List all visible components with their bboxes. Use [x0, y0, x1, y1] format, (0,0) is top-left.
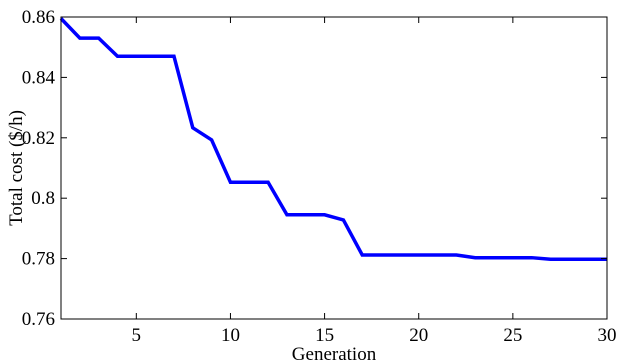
- y-tick-label: 0.8: [31, 188, 55, 209]
- x-tick-label: 10: [221, 325, 240, 346]
- plot-area: [59, 17, 607, 261]
- x-tick-label: 20: [409, 325, 428, 346]
- y-tick-label: 0.84: [22, 67, 56, 88]
- x-tick-label: 25: [503, 325, 522, 346]
- y-tick-label: 0.78: [22, 249, 55, 270]
- y-axis-title: Total cost ($/h): [6, 110, 27, 226]
- y-tick-label: 0.86: [22, 7, 55, 28]
- x-tick-label: 15: [315, 325, 334, 346]
- x-tick-label: 5: [132, 325, 142, 346]
- axes-frame: [60, 16, 608, 320]
- y-tick-label: 0.76: [22, 309, 55, 330]
- axes: 5 10 15 20 25 30 0.76 0.78 0.8 0.82 0.84 0.86: [22, 7, 617, 346]
- x-tick-label: 30: [598, 325, 617, 346]
- x-axis-title: Generation: [292, 344, 377, 364]
- y-tick-label: 0.82: [22, 128, 55, 149]
- series-line-0: [59, 17, 607, 261]
